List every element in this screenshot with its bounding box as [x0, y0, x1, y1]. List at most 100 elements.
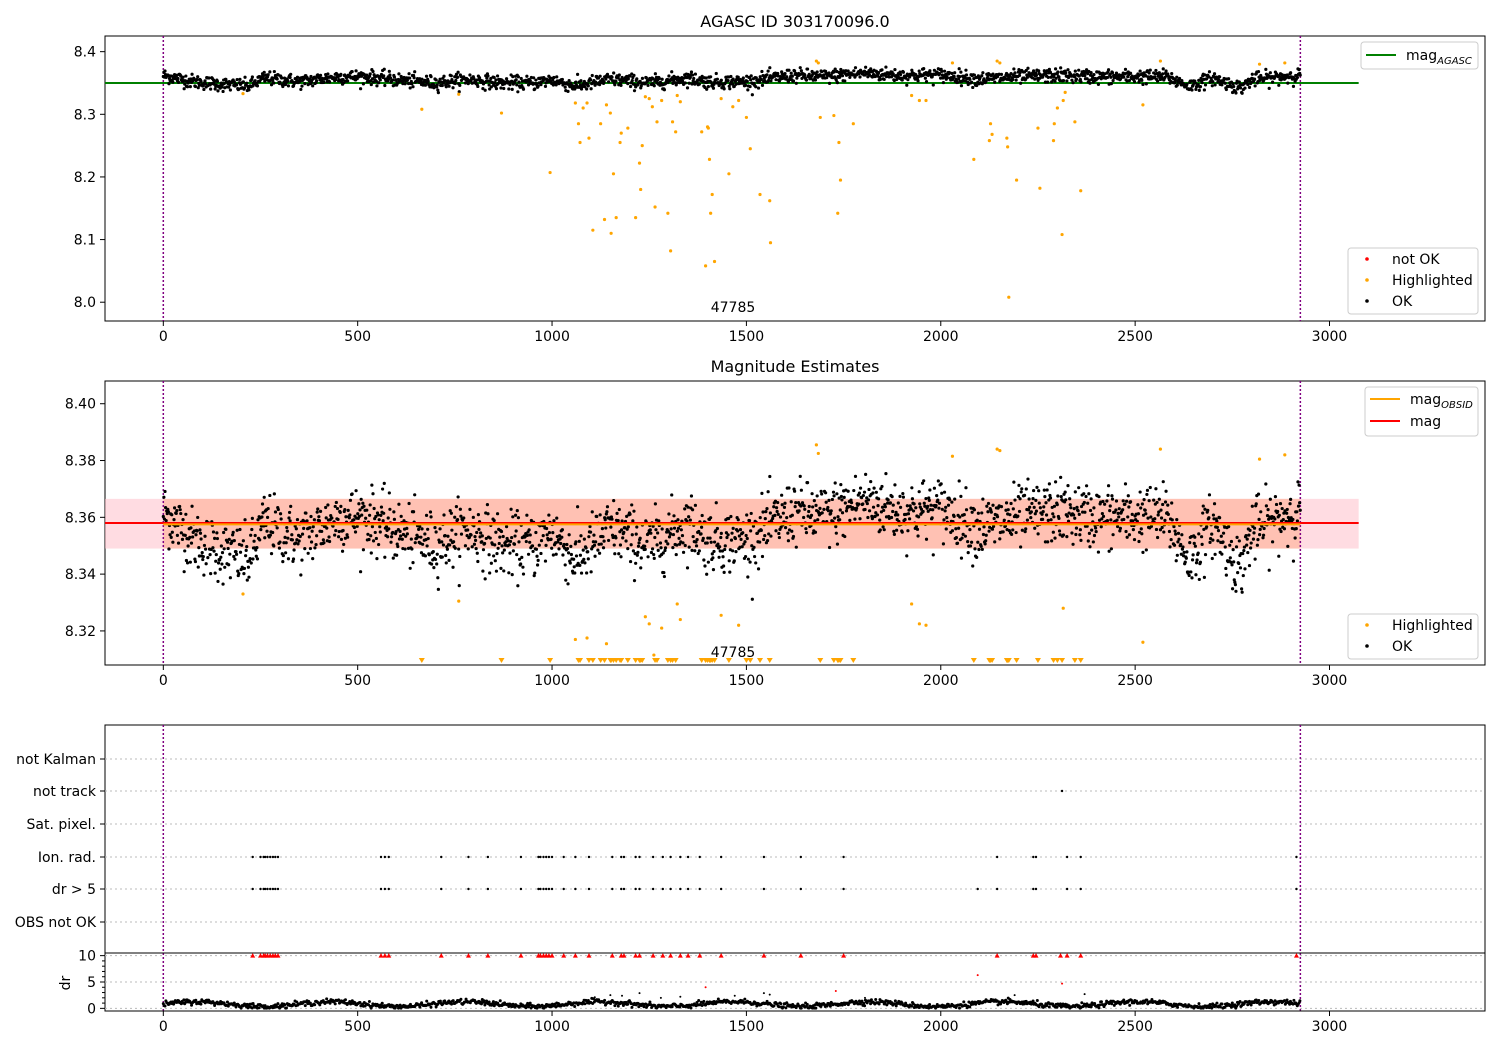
ok-point-2: [397, 537, 402, 541]
p1-xtick-label-2500: 2500: [1117, 329, 1153, 345]
ok-point: [1114, 71, 1119, 75]
ok-point: [940, 69, 944, 73]
ok-point-2: [1229, 560, 1233, 564]
ok-point: [408, 86, 412, 90]
ok-point-2: [242, 572, 246, 576]
ok-point-2: [833, 516, 837, 520]
ok-point-2: [1216, 528, 1221, 533]
ok-point-2: [857, 491, 862, 495]
ok-point-2: [787, 486, 791, 490]
ok-point-2: [709, 516, 713, 520]
ok-point-2: [602, 539, 606, 543]
ok-point: [350, 69, 354, 74]
flag-point: [550, 887, 554, 891]
ok-point-2: [1106, 484, 1111, 488]
ok-point-2: [1057, 516, 1061, 520]
ok-point-2: [1025, 518, 1030, 522]
dr-point: [257, 1006, 261, 1010]
ok-point: [1034, 73, 1039, 77]
ok-point-2: [201, 557, 205, 562]
ok-point-2: [528, 540, 532, 544]
ok-point-2: [1043, 540, 1048, 544]
ok-point-2: [714, 501, 718, 505]
ok-point-2: [794, 545, 798, 549]
ok-point-2: [501, 534, 505, 539]
ok-point-2: [1179, 542, 1183, 547]
ok-point: [884, 65, 888, 69]
ok-point: [346, 79, 350, 83]
ok-point-2: [945, 516, 949, 520]
ok-point-2: [555, 516, 559, 520]
ok-point-2: [780, 493, 784, 497]
dr-point: [613, 1004, 617, 1008]
ok-point-2: [278, 540, 282, 544]
ok-point: [799, 69, 803, 73]
ok-point: [196, 75, 200, 79]
ok-point-2: [1066, 519, 1071, 523]
ok-point: [1089, 71, 1093, 75]
ok-point: [688, 75, 692, 79]
ok-point: [869, 67, 873, 71]
ok-point: [453, 81, 457, 86]
ok-point: [1014, 78, 1018, 82]
ok-point-2: [1156, 535, 1160, 540]
ok-point-2: [494, 569, 499, 573]
ok-point-2: [650, 547, 655, 551]
ok-point-2: [1228, 543, 1232, 547]
ok-point-2: [1159, 508, 1163, 512]
ok-point: [232, 80, 236, 84]
ok-point-2: [693, 503, 698, 507]
ok-point-2: [1010, 532, 1014, 536]
ok-point-2: [1234, 589, 1238, 593]
flag-point: [661, 887, 665, 891]
ok-point-2: [769, 534, 773, 538]
ok-point: [1008, 74, 1012, 78]
ok-point: [585, 87, 589, 91]
ok-point-2: [1242, 545, 1247, 549]
ok-point-2: [1189, 570, 1193, 574]
ok-point-2: [940, 491, 944, 495]
ok-point-2: [581, 548, 585, 552]
ok-point-2: [259, 528, 263, 532]
ok-point-2: [1281, 517, 1285, 522]
ok-point-2: [632, 509, 636, 513]
offscale-marker: [618, 658, 625, 663]
ok-point-2: [382, 481, 386, 485]
ok-point-2: [1232, 560, 1236, 564]
ok-point-2: [961, 532, 965, 536]
flag-point: [387, 887, 390, 891]
ok-point-2: [646, 555, 650, 559]
ok-point-2: [661, 551, 665, 555]
ok-point-2: [179, 511, 183, 516]
ok-point-2: [625, 527, 629, 531]
ok-point-2: [1026, 508, 1031, 512]
ok-point-2: [1092, 506, 1096, 510]
ok-point: [1172, 81, 1177, 85]
ok-point-2: [758, 540, 762, 544]
ok-point-2: [1163, 500, 1168, 504]
ok-point: [196, 86, 200, 90]
ok-point-2: [256, 518, 260, 522]
ok-point-2: [196, 565, 200, 569]
ok-point-2: [892, 532, 896, 536]
ok-point-2: [888, 501, 893, 505]
ok-point-2: [921, 509, 925, 514]
ok-point: [813, 75, 817, 80]
ok-point: [1199, 76, 1203, 81]
dr-point: [283, 1003, 287, 1007]
ok-point-2: [1033, 526, 1037, 530]
ok-point-2: [254, 548, 258, 552]
ok-point: [1174, 78, 1178, 83]
ok-point-2: [871, 505, 876, 509]
ok-point: [494, 78, 498, 82]
ok-point-2: [535, 563, 540, 567]
ok-point-2: [927, 496, 931, 500]
ok-point: [878, 77, 882, 82]
ok-point-2: [631, 519, 635, 523]
ok-point: [765, 73, 769, 77]
ok-point-2: [966, 540, 970, 544]
dr-point: [380, 1001, 384, 1005]
ok-point-2: [824, 500, 828, 504]
highlighted-point-2: [647, 622, 651, 626]
ok-point: [426, 79, 430, 83]
